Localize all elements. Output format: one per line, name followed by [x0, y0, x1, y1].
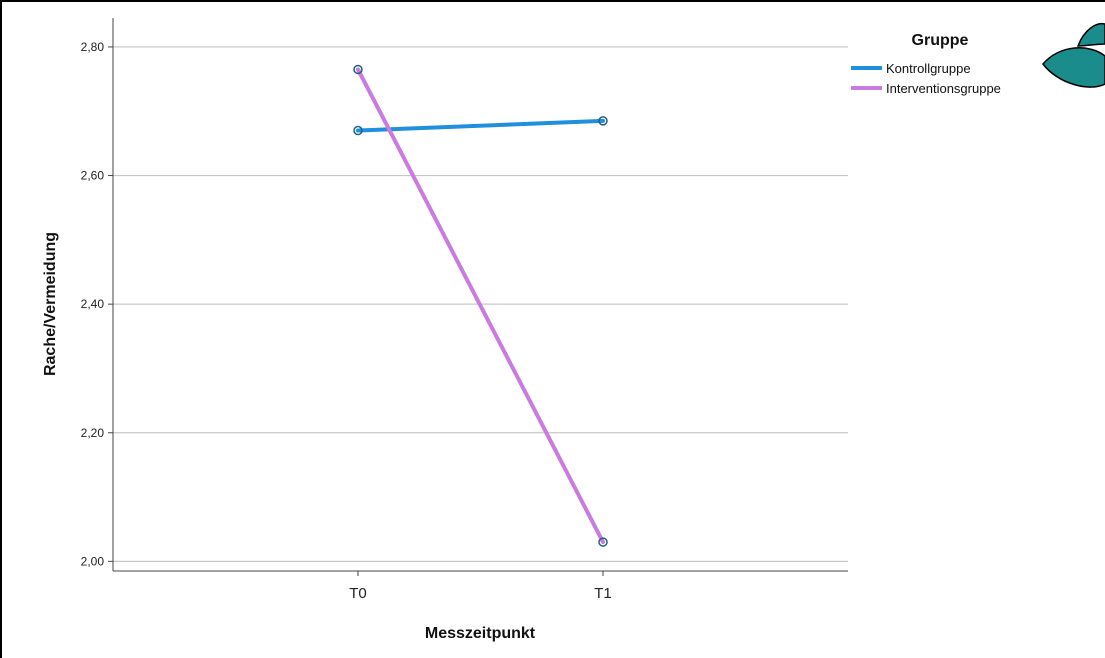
legend-label: Interventionsgruppe [886, 81, 1001, 96]
legend-label: Kontrollgruppe [886, 61, 971, 76]
y-tick-label: 2,20 [81, 426, 105, 440]
axes [108, 18, 848, 576]
x-tick-label: T0 [349, 585, 367, 602]
series-line-kontrollgruppe [356, 118, 605, 133]
x-axis-title: Messzeitpunkt [425, 625, 536, 642]
y-tick-label: 2,40 [81, 297, 105, 311]
data-point [598, 537, 608, 547]
data-point [598, 116, 608, 126]
data-point [353, 125, 363, 136]
legend-title: Gruppe [912, 32, 969, 49]
y-tick-label: 2,60 [81, 169, 105, 183]
y-tick-label: 2,00 [81, 554, 105, 568]
tick-labels: 2,00 2,20 2,40 2,60 2,80 T0 T1 [81, 40, 612, 602]
fish-icon [1042, 22, 1105, 88]
y-tick-label: 2,80 [81, 40, 105, 54]
series-lines [353, 64, 608, 547]
x-tick-label: T1 [594, 585, 612, 602]
legend: Gruppe Kontrollgruppe Interventionsgruppe [851, 32, 1001, 96]
y-axis-title: Rache/Vermeidung [42, 232, 59, 376]
series-line-interventionsgruppe [356, 67, 605, 545]
data-point [353, 64, 363, 75]
